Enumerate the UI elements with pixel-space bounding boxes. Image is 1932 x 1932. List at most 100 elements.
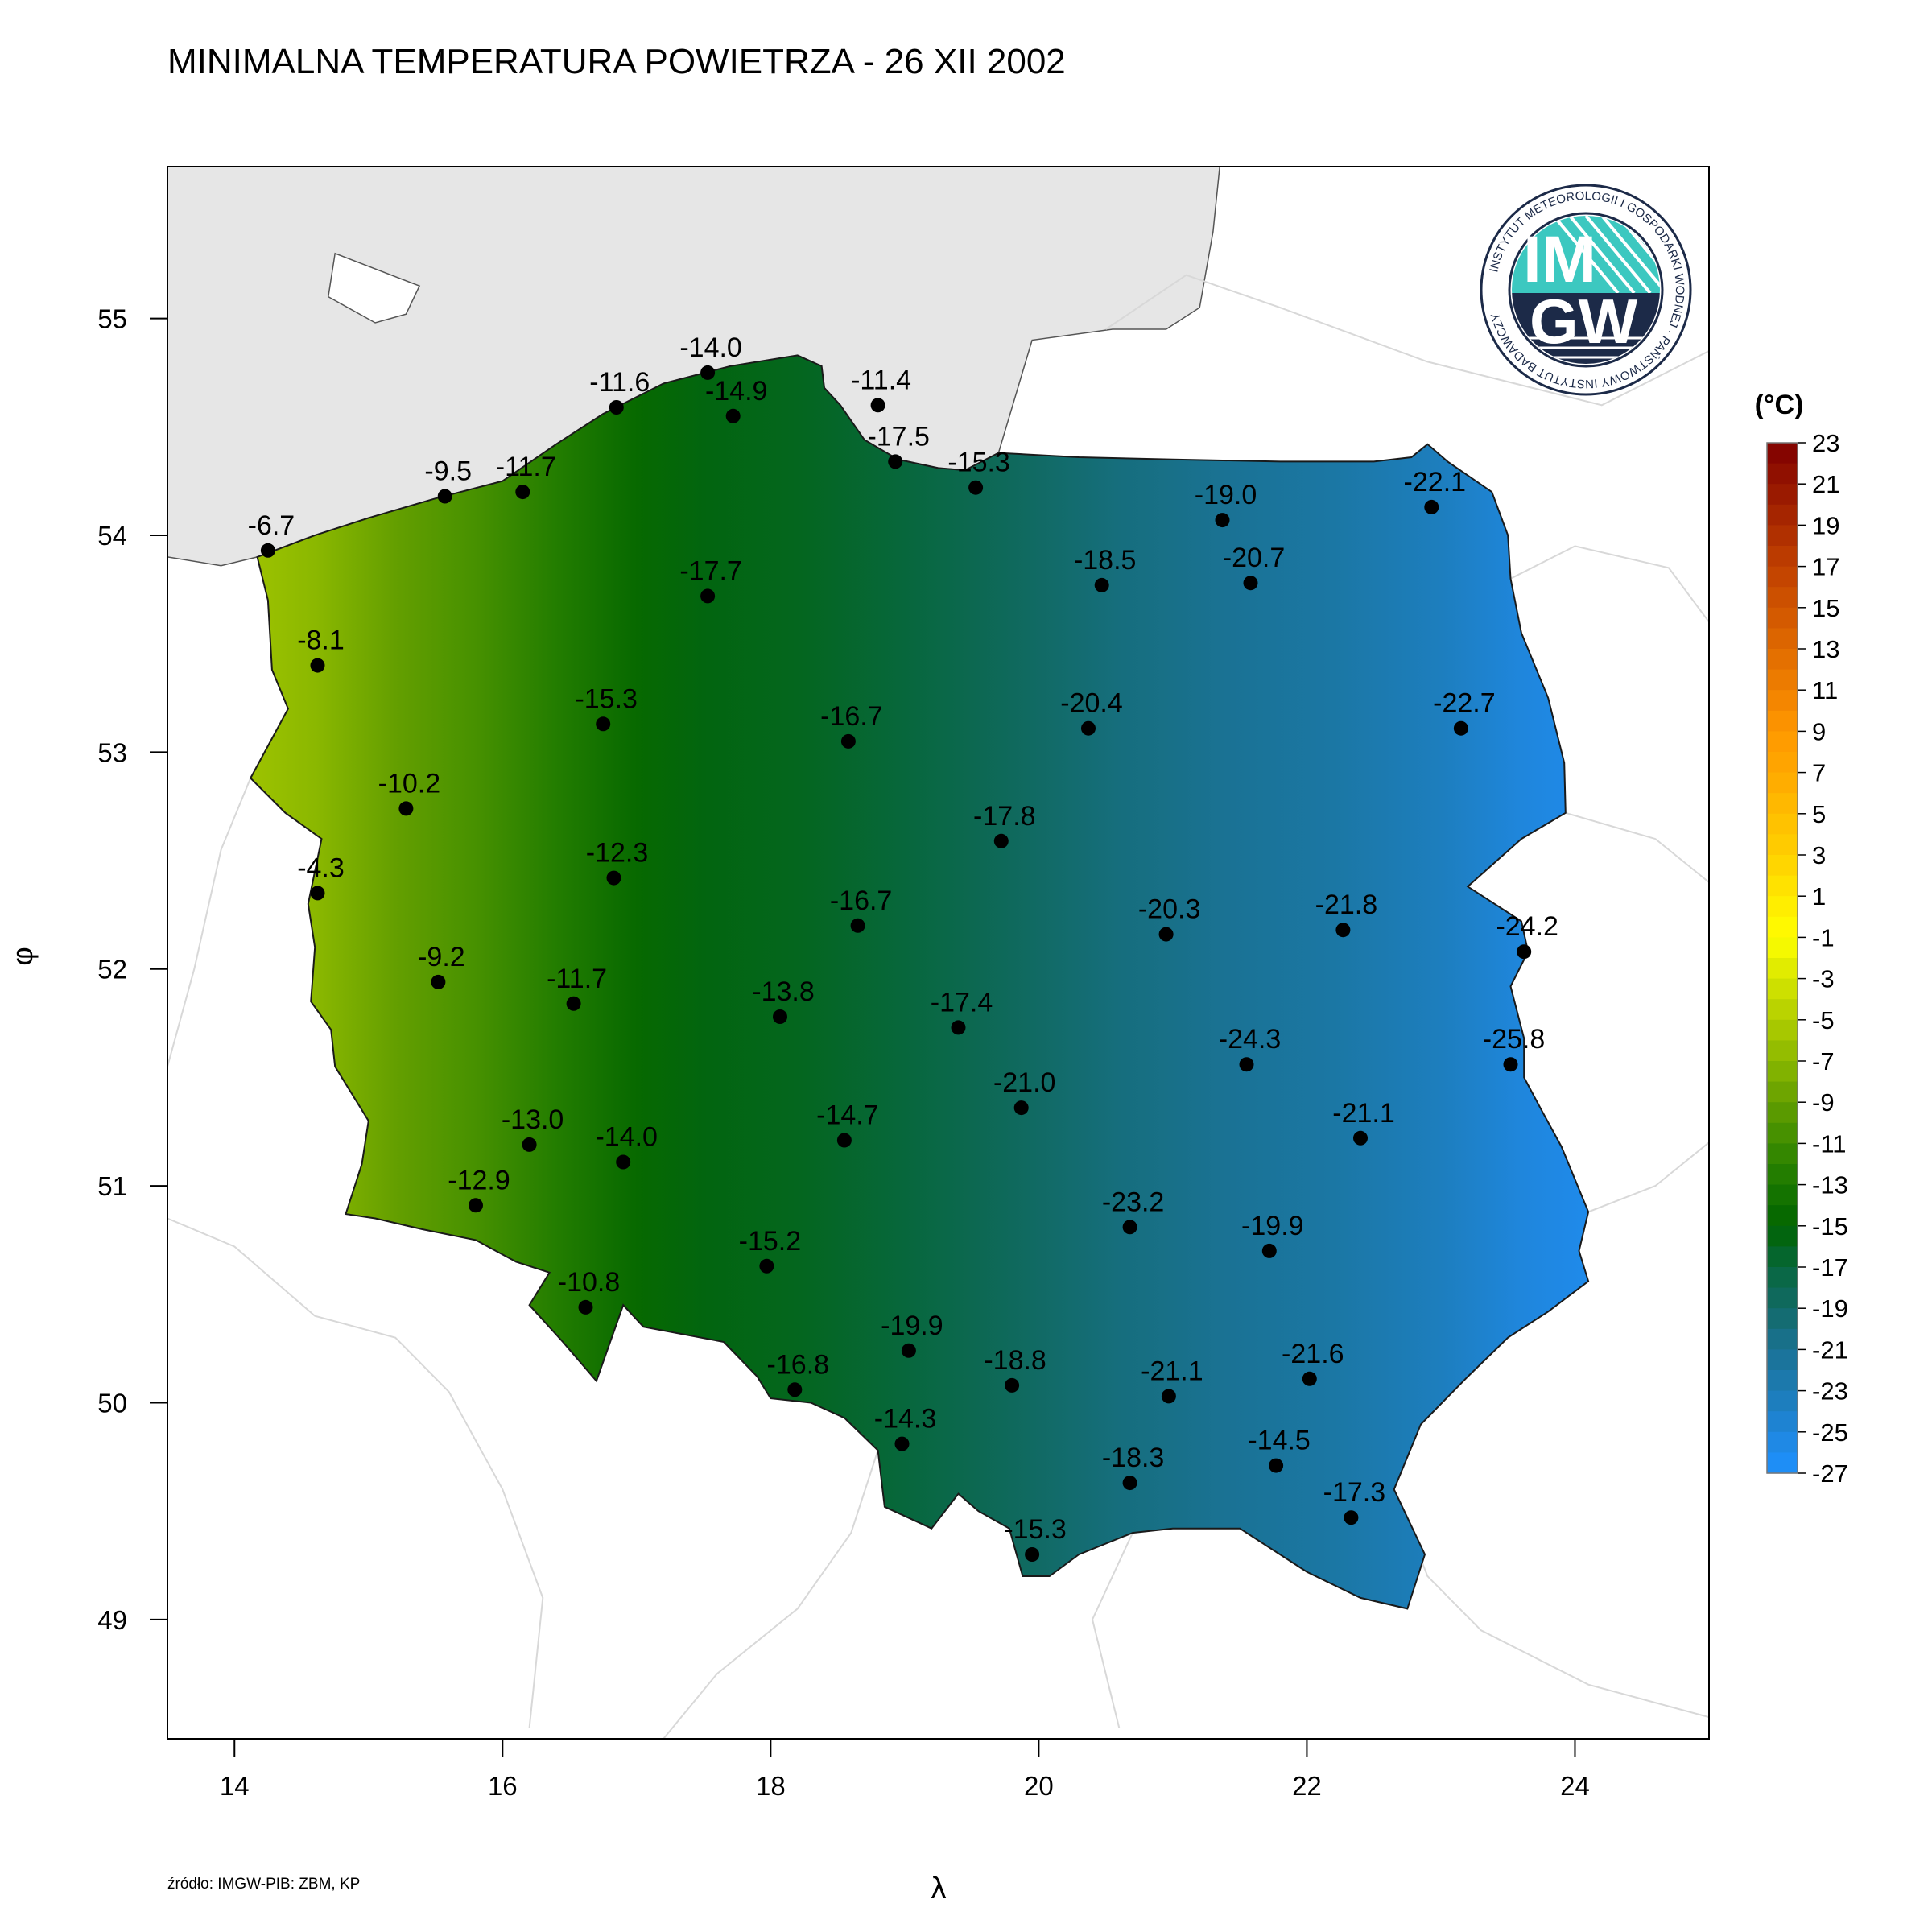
y-axis: 49 50 51 52 53 54 55: [97, 304, 167, 1635]
x-tick-label: 18: [756, 1771, 786, 1801]
station-marker: [1261, 1243, 1277, 1258]
station-label: -21.6: [1282, 1339, 1344, 1369]
legend-swatch: [1767, 1102, 1798, 1124]
station-label: -17.8: [973, 801, 1036, 832]
legend-frame: [1766, 442, 1798, 1474]
station-label: -22.7: [1433, 688, 1496, 719]
station-marker: [1344, 1510, 1359, 1525]
station-label: -16.7: [830, 886, 893, 916]
station-label: -8.1: [297, 625, 345, 656]
legend-label: 7: [1812, 759, 1826, 787]
legend-swatch: [1767, 546, 1798, 568]
legend-swatch: [1767, 855, 1798, 877]
station-marker: [522, 1137, 537, 1152]
legend-label: 5: [1812, 800, 1826, 828]
logo-text-im: IM: [1523, 223, 1596, 296]
y-tick-label: 52: [97, 955, 127, 985]
station-marker: [840, 733, 856, 749]
station-label: -12.3: [586, 838, 649, 869]
legend-label: 3: [1812, 841, 1826, 869]
station-label: -17.7: [679, 555, 742, 586]
legend-label: -23: [1812, 1377, 1848, 1406]
station-label: -15.3: [947, 448, 1010, 478]
station-marker: [1239, 1057, 1254, 1072]
station-marker: [431, 974, 446, 989]
legend-swatch: [1767, 690, 1798, 712]
x-tick-label: 14: [220, 1771, 250, 1801]
station-marker: [836, 1133, 852, 1148]
imgw-logo: IM GW INSTYTUT METEOROLOGII I GOSPODARKI…: [1480, 184, 1692, 396]
x-tick-label: 16: [488, 1771, 518, 1801]
legend-swatch: [1767, 484, 1798, 506]
station-marker: [993, 833, 1009, 848]
station-label: -18.8: [984, 1345, 1046, 1376]
neighbor-border-line: [1587, 1141, 1709, 1213]
legend-swatch: [1767, 731, 1798, 753]
station-label: -19.9: [1241, 1211, 1304, 1241]
neighbor-border-line: [1105, 274, 1709, 407]
legend-label: -9: [1812, 1088, 1835, 1117]
station-marker: [398, 801, 414, 816]
neighbor-border-line: [1091, 1532, 1133, 1728]
station-label: -6.7: [248, 510, 295, 541]
legend-label: -3: [1812, 965, 1835, 993]
station-marker: [515, 485, 530, 500]
legend-swatch: [1767, 999, 1798, 1021]
legend-label: 13: [1812, 635, 1839, 663]
station-marker: [606, 870, 621, 886]
station-marker: [1081, 720, 1096, 736]
station-marker: [1335, 923, 1351, 938]
x-axis: 14 16 18 20 22 24: [220, 1739, 1590, 1801]
station-marker: [566, 996, 581, 1011]
station-label: -14.3: [874, 1404, 937, 1435]
station-marker: [700, 588, 716, 604]
station-label: -14.7: [816, 1100, 879, 1131]
legend-swatch: [1767, 978, 1798, 1000]
legend-swatch: [1767, 875, 1798, 897]
legend-swatch: [1767, 916, 1798, 938]
legend-label: 19: [1812, 511, 1839, 539]
station-label: -9.5: [424, 456, 472, 487]
station-label: -20.3: [1138, 894, 1201, 925]
station-marker: [968, 480, 984, 495]
station-marker: [616, 1154, 631, 1170]
y-tick-label: 49: [97, 1605, 127, 1635]
station-label: -10.2: [378, 768, 441, 799]
station-marker: [1269, 1458, 1284, 1473]
y-axis-label: φ: [6, 947, 39, 965]
station-label: -15.2: [739, 1226, 802, 1257]
legend-label: -17: [1812, 1253, 1848, 1282]
legend-swatch: [1767, 1122, 1798, 1144]
legend-labels: 23 21 19 17 15 13 11 9 7 5 3 1 -1 -3 -5 -7 -9 -11 -13 -15 -1…: [1798, 429, 1848, 1488]
station-label: -18.5: [1074, 545, 1137, 576]
station-label: -24.3: [1219, 1024, 1282, 1055]
y-tick-label: 50: [97, 1388, 127, 1418]
neighbor-border-line: [1565, 811, 1709, 883]
station-label: -11.7: [496, 452, 556, 482]
y-tick-label: 51: [97, 1171, 127, 1201]
station-marker: [888, 454, 903, 469]
legend-swatch: [1767, 1081, 1798, 1103]
station-marker: [787, 1382, 803, 1397]
legend-label: -5: [1812, 1006, 1835, 1034]
source-note: źródło: IMGW-PIB: ZBM, KP: [167, 1876, 361, 1893]
legend-swatch: [1767, 1267, 1798, 1289]
legend-swatch: [1767, 1431, 1798, 1453]
station-marker: [700, 365, 716, 380]
legend-swatch: [1767, 649, 1798, 671]
y-tick-label: 54: [97, 521, 127, 551]
station-marker: [596, 716, 611, 732]
station-label: -15.3: [1004, 1514, 1067, 1545]
neighbor-border-line: [1510, 545, 1709, 623]
station-marker: [725, 408, 741, 423]
legend-swatch: [1767, 1143, 1798, 1165]
legend-label: -27: [1812, 1459, 1848, 1488]
station-marker: [1243, 576, 1258, 591]
station-label: -23.2: [1102, 1187, 1165, 1217]
legend-swatch: [1767, 710, 1798, 732]
station-marker: [1302, 1371, 1317, 1386]
station-label: -14.0: [595, 1122, 658, 1153]
station-label: -16.7: [820, 701, 883, 732]
neighbor-border-line: [167, 1217, 544, 1728]
